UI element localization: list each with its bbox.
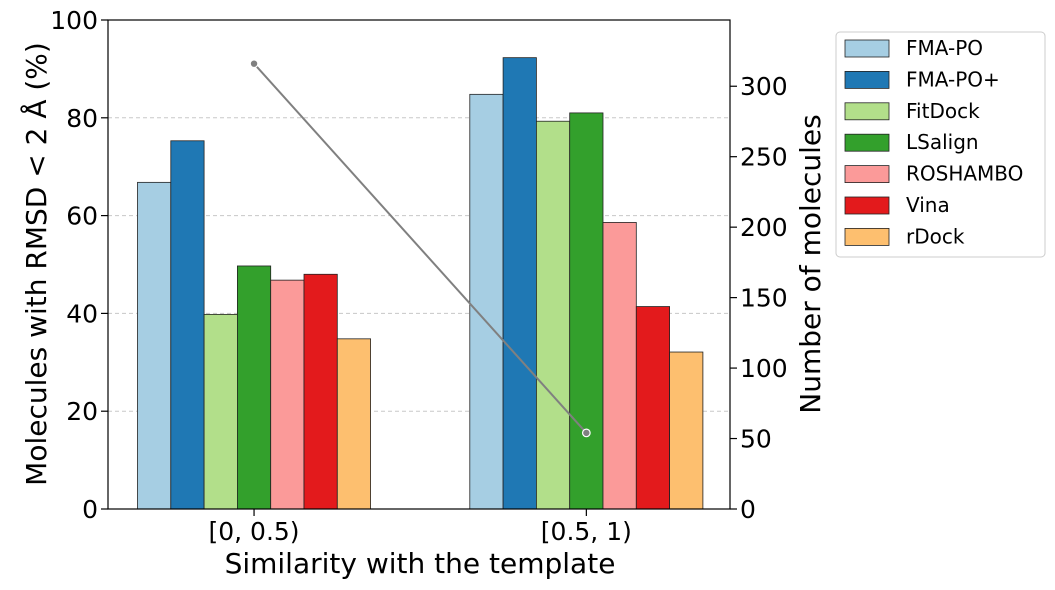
legend-swatch xyxy=(844,165,890,184)
legend-swatch xyxy=(844,71,890,89)
y-axis-label: Molecules with RMSD < 2 Å (%) xyxy=(19,42,53,486)
legend-swatch xyxy=(844,39,890,58)
left-tick-label: 20 xyxy=(66,397,98,426)
bars xyxy=(137,57,704,510)
legend-swatch xyxy=(844,227,890,246)
bar-roshambo xyxy=(602,222,637,510)
bar-lsalign xyxy=(569,112,604,510)
count-point xyxy=(249,59,259,69)
bar-fma-po- xyxy=(170,140,205,510)
right-tick-label: 300 xyxy=(740,72,788,101)
legend: FMA-PO FMA-PO+ FitDock LSalign ROSHAMBO Vina r… xyxy=(835,31,1046,258)
legend-label: Vina xyxy=(906,193,950,217)
legend-label: FMA-PO xyxy=(906,36,983,60)
left-tick-label: 100 xyxy=(50,6,98,35)
bar-rdock xyxy=(336,338,371,510)
right-tick-label: 250 xyxy=(740,143,788,172)
legend-swatch xyxy=(844,102,890,121)
right-tick-label: 0 xyxy=(740,495,756,524)
bar-lsalign xyxy=(236,265,272,510)
left-tick-label: 80 xyxy=(66,104,98,133)
legend-swatch xyxy=(844,196,890,215)
right-y-axis: 0 50 100 150 200 250 300 xyxy=(730,72,788,524)
bar-vina xyxy=(635,306,670,510)
x-tick-label: [0.5, 1) xyxy=(541,517,632,546)
x-tick-label: [0, 0.5) xyxy=(209,517,300,546)
legend-swatch xyxy=(844,133,890,152)
bar-fitdock xyxy=(536,120,571,510)
bar-rdock xyxy=(669,351,704,510)
legend-label: FMA-PO+ xyxy=(906,67,1000,91)
left-tick-label: 40 xyxy=(66,299,98,328)
bar-fitdock xyxy=(203,313,238,510)
bar-fma-po- xyxy=(502,57,537,510)
legend-label: rDock xyxy=(906,224,965,248)
left-y-axis: 0 20 40 60 80 100 xyxy=(50,6,108,524)
molecule-count-line xyxy=(249,59,591,438)
count-line xyxy=(253,63,588,434)
y2-axis-label: Number of molecules xyxy=(794,114,827,413)
right-tick-label: 200 xyxy=(740,213,788,242)
plot-frame xyxy=(107,19,731,510)
right-tick-label: 100 xyxy=(740,354,788,383)
bar-fma-po xyxy=(137,181,172,510)
bar-fma-po xyxy=(469,93,504,510)
left-tick-label: 0 xyxy=(82,495,98,524)
count-point xyxy=(581,428,591,438)
right-tick-label: 50 xyxy=(740,425,772,454)
x-axis: [0, 0.5) [0.5, 1) xyxy=(209,509,632,546)
bar-vina xyxy=(303,273,338,510)
x-axis-label: Similarity with the template xyxy=(225,547,616,580)
bar-roshambo xyxy=(270,279,305,510)
legend-label: FitDock xyxy=(906,99,980,123)
legend-label: ROSHAMBO xyxy=(906,162,1023,186)
legend-label: LSalign xyxy=(906,130,979,154)
right-tick-label: 150 xyxy=(740,284,788,313)
left-tick-label: 60 xyxy=(66,202,98,231)
